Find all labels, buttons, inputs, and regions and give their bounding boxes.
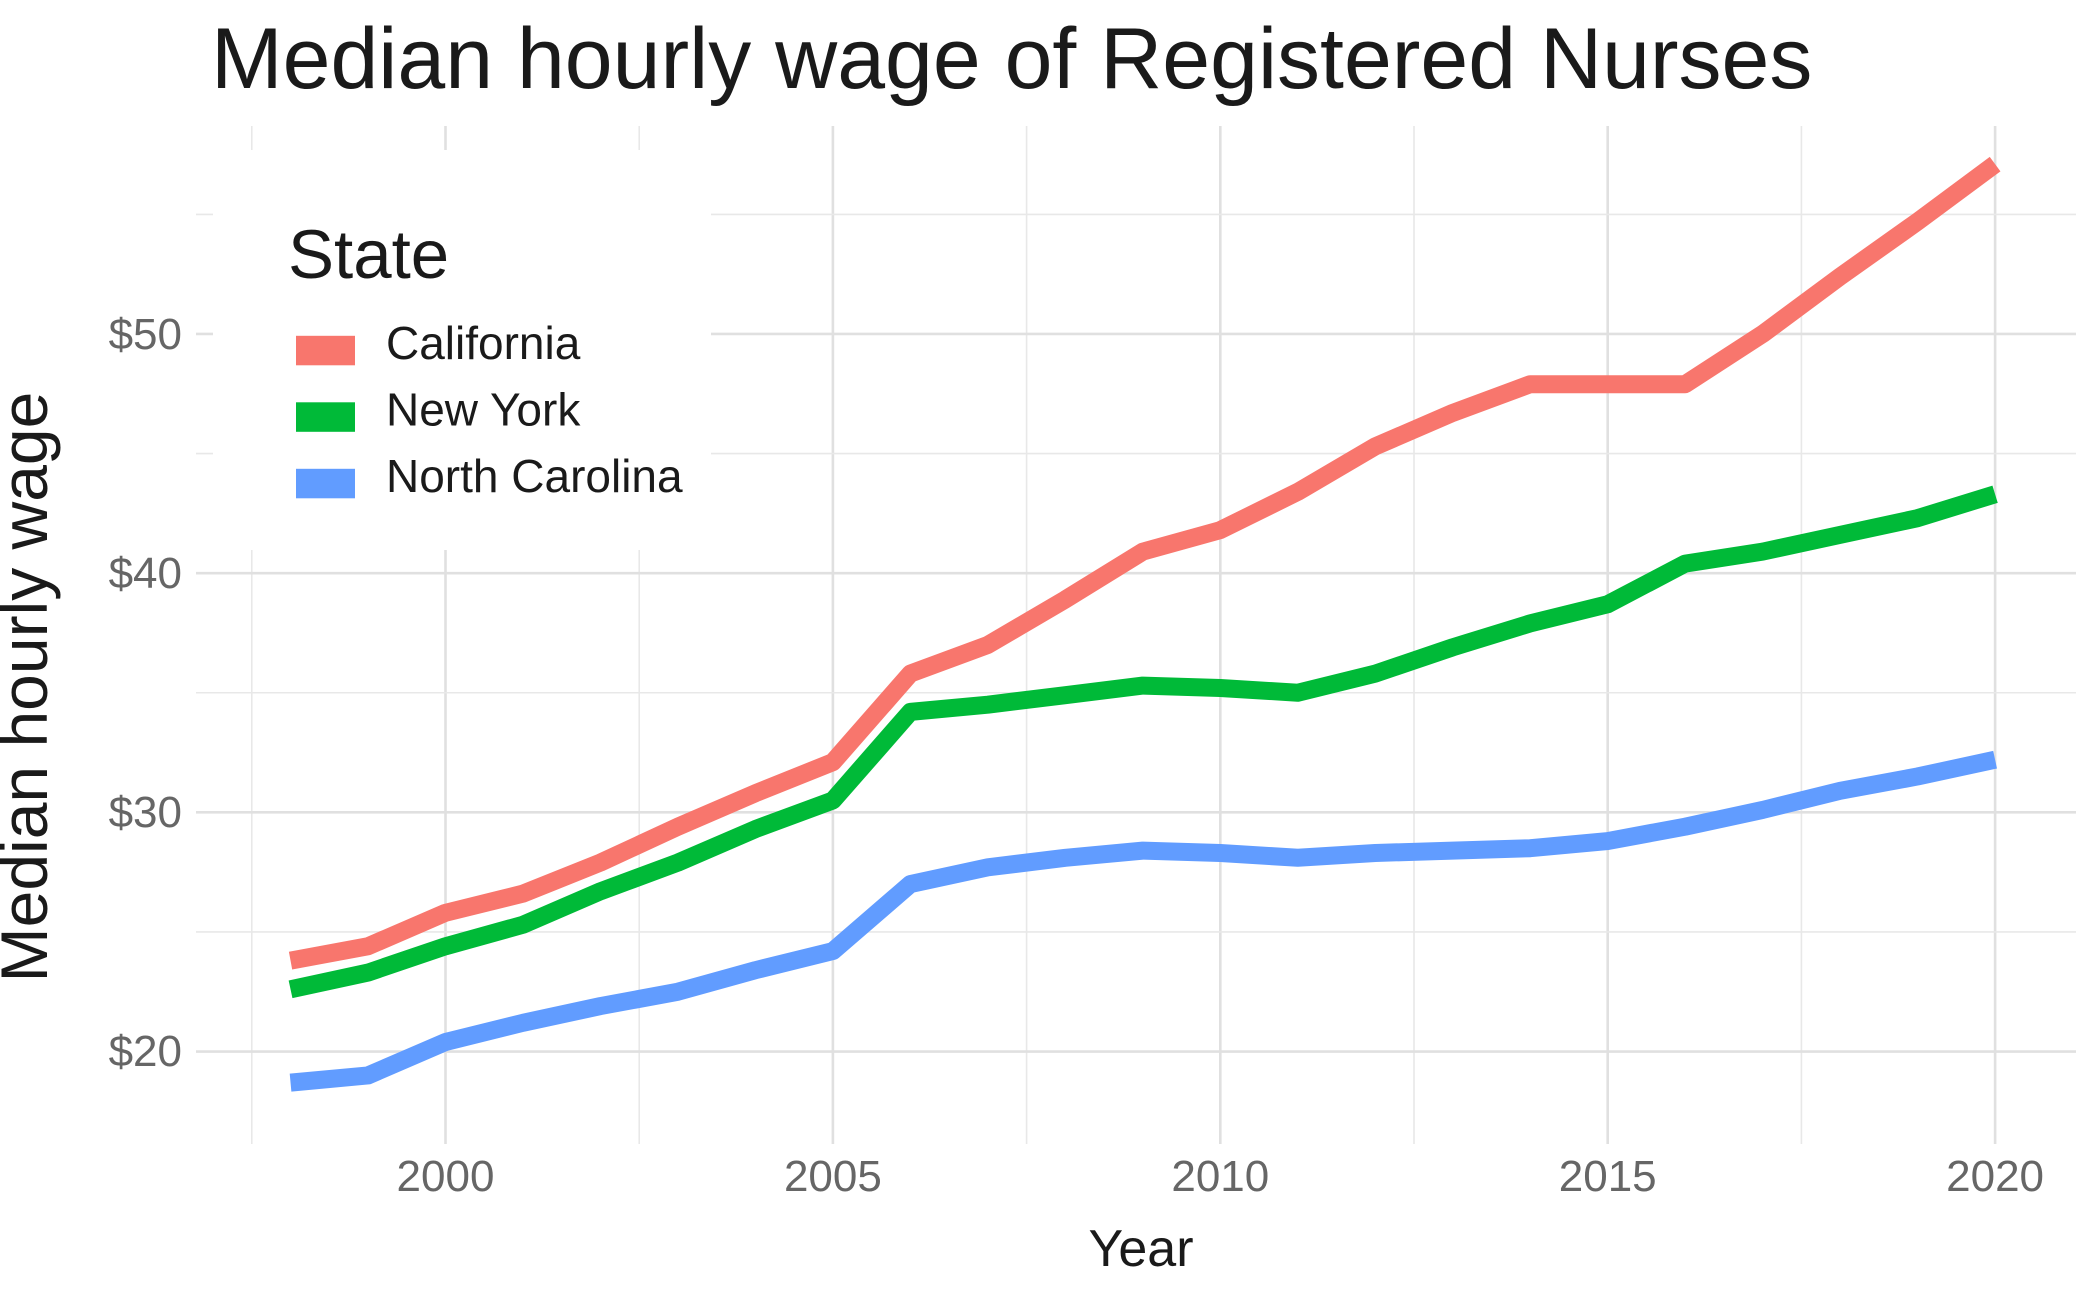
svg-text:$50: $50	[109, 310, 182, 359]
svg-text:2000: 2000	[397, 1152, 495, 1201]
svg-text:New York: New York	[386, 384, 581, 436]
svg-text:2005: 2005	[784, 1152, 882, 1201]
svg-text:Median hourly wage: Median hourly wage	[0, 392, 61, 983]
svg-text:State: State	[288, 216, 449, 293]
svg-text:$20: $20	[109, 1027, 182, 1076]
svg-text:2015: 2015	[1559, 1152, 1657, 1201]
svg-text:North Carolina: North Carolina	[386, 450, 683, 502]
svg-text:Year: Year	[1088, 1220, 1193, 1278]
svg-text:$30: $30	[109, 788, 182, 837]
svg-text:$40: $40	[109, 549, 182, 598]
svg-text:2010: 2010	[1171, 1152, 1269, 1201]
svg-text:2020: 2020	[1946, 1152, 2044, 1201]
svg-text:California: California	[386, 317, 581, 369]
